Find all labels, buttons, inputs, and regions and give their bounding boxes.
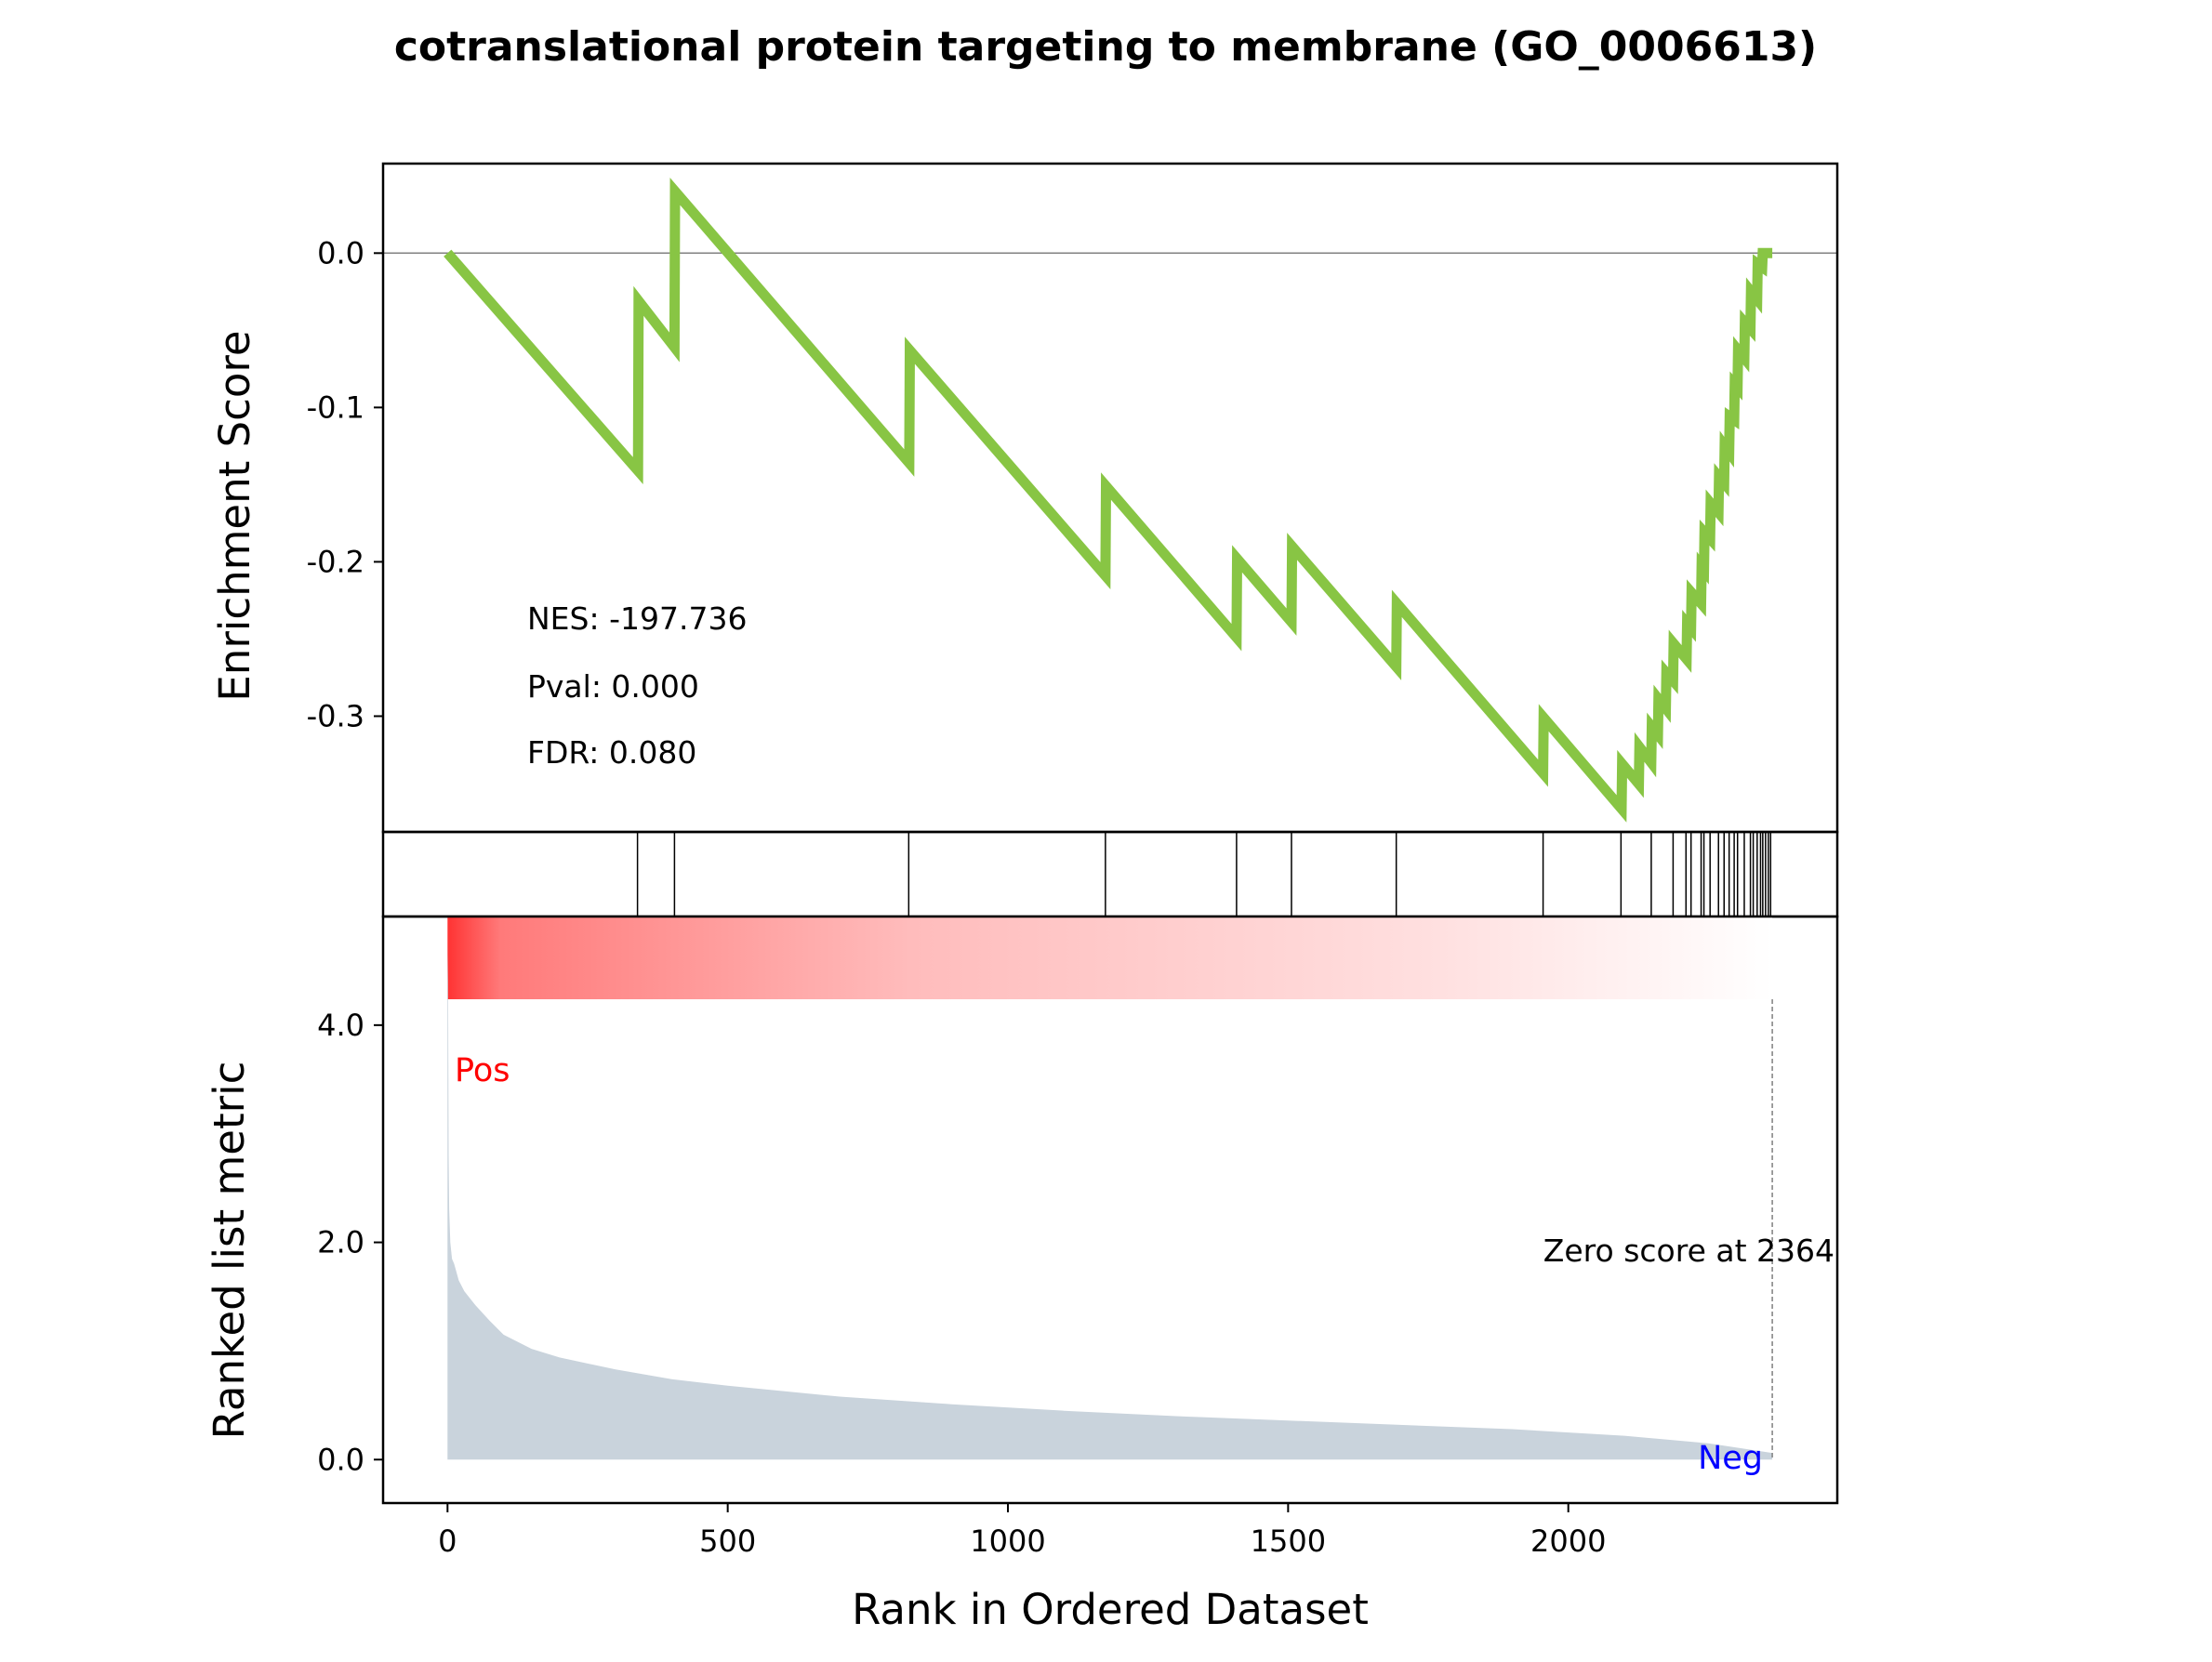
neg-label: Neg	[1698, 1440, 1763, 1477]
rank-y-ticks: 0.0 2.0 4.0	[317, 1008, 383, 1477]
rank-x-tick-label: 1000	[970, 1524, 1045, 1559]
enrichment-score-line	[444, 178, 1773, 823]
es-y-tick-label: 0.0	[317, 235, 364, 270]
rank-y-axis-label: Ranked list metric	[205, 1062, 254, 1440]
gene-hit-marks	[636, 832, 1772, 917]
rank-x-tick-label: 2000	[1530, 1524, 1606, 1559]
pos-label: Pos	[455, 1052, 510, 1089]
rank-x-tick-label: 1500	[1251, 1524, 1326, 1559]
rank-y-tick-label: 0.0	[317, 1442, 364, 1477]
rank-x-axis-label: Rank in Ordered Dataset	[852, 1585, 1369, 1634]
rank-y-tick-label: 2.0	[317, 1225, 364, 1260]
rank-y-tick-label: 4.0	[317, 1008, 364, 1043]
enrichment-score-panel: 0.0 -0.1 -0.2 -0.3 NES: -197.736 Pval: 0.00…	[307, 162, 1839, 834]
pval-annotation: Pval: 0.000	[527, 668, 699, 705]
es-y-tick-label: -0.1	[307, 389, 364, 425]
ranked-metric-area	[447, 940, 1773, 1460]
ranked-metric-panel: Zero score at 2364 Pos Neg 0.0 2.0 4.0 0 50…	[317, 915, 1839, 1559]
nes-annotation: NES: -197.736	[527, 600, 747, 637]
gene-hits-panel	[381, 830, 1839, 918]
hits-plot-frame	[381, 830, 1839, 918]
rank-x-tick-label: 500	[699, 1524, 756, 1559]
rank-x-ticks: 0 500 1000 1500 2000	[438, 1503, 1606, 1559]
rank-plot-frame	[381, 915, 1839, 1505]
es-y-tick-label: -0.3	[307, 698, 364, 733]
es-y-tick-label: -0.2	[307, 544, 364, 579]
rank-x-tick-label: 0	[438, 1524, 457, 1559]
chart-title: cotranslational protein targeting to mem…	[394, 23, 1817, 71]
fdr-annotation: FDR: 0.080	[527, 734, 696, 771]
rank-gradient-bar	[447, 917, 1773, 999]
zero-score-annotation: Zero score at 2364	[1543, 1233, 1835, 1269]
es-y-ticks: 0.0 -0.1 -0.2 -0.3	[307, 235, 383, 733]
es-y-axis-label: Enrichment Score	[210, 330, 259, 701]
